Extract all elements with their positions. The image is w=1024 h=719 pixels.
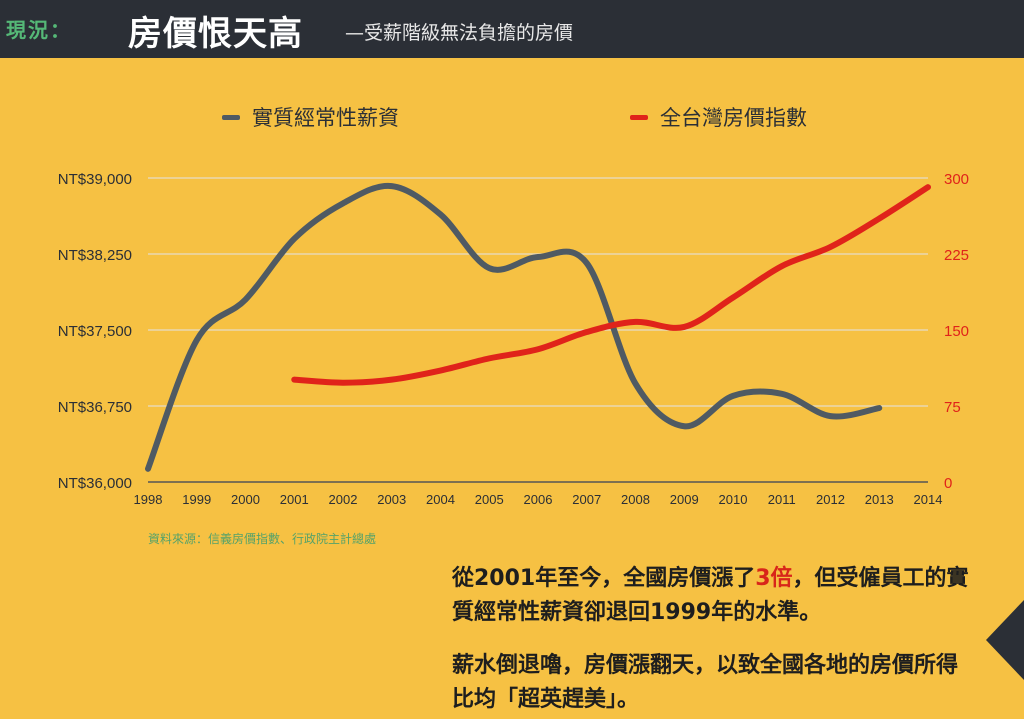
x-tick-label: 2002 [329,492,358,507]
house-price-series-line [291,184,931,386]
x-tick-label: 2004 [426,492,455,507]
x-tick-label: 2008 [621,492,650,507]
x-tick-label: 2005 [475,492,504,507]
source-note: 資料來源：信義房價指數、行政院主計總處 [148,532,377,546]
wage-series-line [145,182,883,472]
x-tick-label: 2009 [670,492,699,507]
left-tick-label: NT$36,750 [58,399,132,416]
right-tick-label: 75 [944,399,961,416]
legend-label-wage: 實質經常性薪資 [252,106,399,130]
left-tick-label: NT$36,000 [58,475,132,492]
header-label: 現況： [6,18,72,42]
x-tick-label: 2010 [719,492,748,507]
body-p1-highlight: 3倍 [755,566,793,591]
x-tick-label: 1999 [182,492,211,507]
x-tick-label: 2012 [816,492,845,507]
body-paragraph-2: 薪水倒退嚕，房價漲翻天，以致全國各地的房價所得比均「超英趕美」。 [452,653,959,712]
left-tick-label: NT$38,250 [58,247,132,264]
next-arrow-icon[interactable] [986,600,1024,680]
x-tick-label: 2001 [280,492,309,507]
legend-label-house: 全台灣房價指數 [660,106,807,130]
body-p1-text-a: 從2001年至今，全國房價漲了 [452,566,756,591]
x-tick-label: 2011 [768,492,796,507]
page-subtitle: —受薪階級無法負擔的房價 [345,22,574,44]
right-tick-label: 0 [944,475,952,492]
right-tick-label: 150 [944,323,969,340]
legend-item-house: 全台灣房價指數 [630,102,807,132]
left-tick-label: NT$39,000 [58,171,132,188]
x-tick-label: 2013 [865,492,894,507]
x-tick-label: 2003 [377,492,406,507]
legend-swatch-wage [222,114,240,120]
right-tick-label: 225 [944,247,969,264]
legend-item-wage: 實質經常性薪資 [222,102,399,132]
x-tick-label: 2000 [231,492,260,507]
right-tick-label: 300 [944,171,969,188]
left-tick-label: NT$37,500 [58,323,132,340]
x-tick-label: 2006 [524,492,553,507]
legend-swatch-house [630,114,648,120]
body-paragraph-1: 從2001年至今，全國房價漲了3倍，但受僱員工的實質經常性薪資卻退回1999年的… [452,562,972,630]
x-tick-label: 2007 [572,492,601,507]
x-tick-label: 1998 [134,492,163,507]
x-tick-label: 2014 [914,492,943,507]
header-bar: 現況： 房價恨天高 —受薪階級無法負擔的房價 [0,0,1024,58]
page-title: 房價恨天高 [128,14,303,54]
body-p1-text-b: ，但受僱員工的實質經常性薪資卻退回1999年的水準。 [452,566,969,625]
